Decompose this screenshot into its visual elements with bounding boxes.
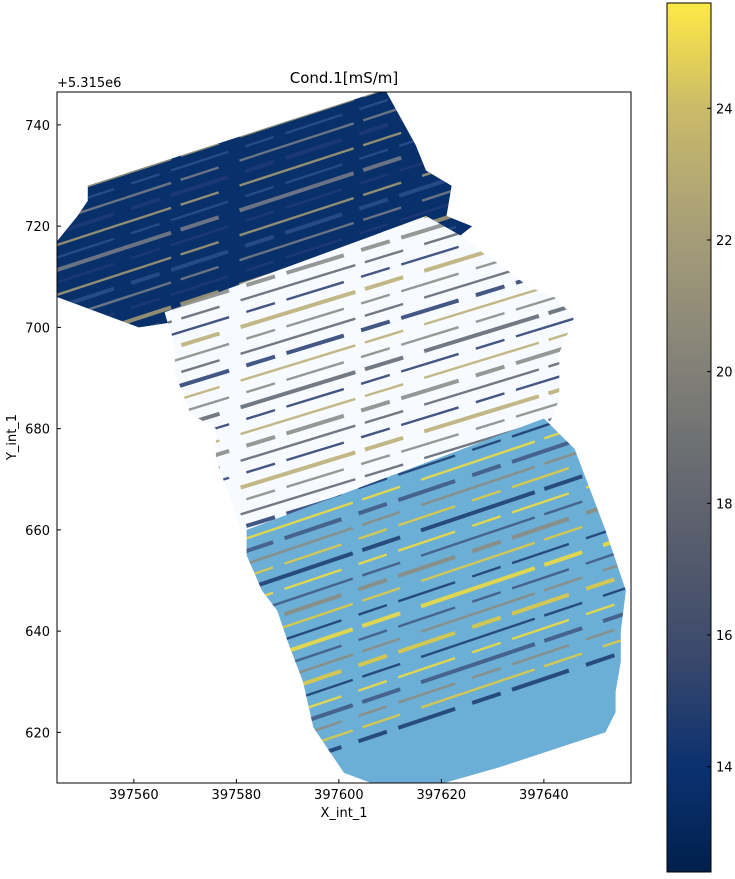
y-tick-label: 700 [25,321,50,336]
survey-track [246,509,626,705]
survey-track [246,559,626,756]
colorbar [666,2,712,873]
survey-track [246,533,626,731]
survey-track [164,380,575,530]
survey-track [246,547,626,743]
survey-track [57,92,473,272]
survey-track [246,418,626,591]
survey-track [57,92,473,209]
survey-track [164,325,575,506]
x-tick-label: 397600 [314,788,364,803]
x-axis-ticks: 397560 397580 397600 397620 397640 [109,779,569,803]
x-tick-label: 397640 [519,788,569,803]
survey-track [164,313,575,492]
data-bands [57,92,626,783]
survey-track [246,420,626,617]
y-offset-label: +5.315e6 [57,76,121,91]
survey-track [246,623,626,783]
survey-track [246,635,626,783]
survey-track [164,285,575,466]
survey-track [57,92,473,222]
survey-track [246,522,626,718]
survey-track [164,300,575,479]
y-tick-label: 720 [25,220,50,235]
x-axis-label: X_int_1 [320,806,367,821]
band-fill-middle [164,216,575,530]
colorbar-tick-label: 14 [716,761,733,776]
survey-track [164,353,575,530]
survey-track [57,143,473,328]
survey-track [246,433,626,629]
y-tick-label: 660 [25,524,50,539]
colorbar-tick-label: 18 [716,497,733,512]
survey-track [164,273,575,452]
plot-area-frame [56,91,632,784]
survey-track [57,118,473,310]
x-tick-label: 397620 [417,788,467,803]
survey-track [57,131,473,321]
survey-track [57,92,473,235]
survey-track [57,106,473,296]
x-tick-label: 397580 [212,788,262,803]
colorbar-tick-label: 22 [716,234,733,249]
survey-track [57,94,473,284]
survey-track [246,446,626,642]
colorbar-tick-label: 16 [716,629,733,644]
y-tick-label: 740 [25,119,50,134]
survey-track [246,457,626,655]
survey-track [57,92,473,247]
survey-track [164,259,575,438]
survey-track [246,471,626,667]
survey-track [246,609,626,783]
y-axis-label: Y_int_1 [5,414,20,461]
chart-title: Cond.1[mS/m] [290,69,399,87]
survey-track [164,216,575,358]
survey-track [246,585,626,781]
colorbar-tick-label: 24 [716,102,733,117]
survey-track [57,92,473,123]
survey-track [246,647,626,783]
survey-track [246,418,626,604]
y-axis-ticks: 620 640 660 680 700 720 740 [25,119,61,741]
colorbar-ticks: 14 16 18 20 22 24 [707,102,733,776]
y-tick-label: 640 [25,625,50,640]
y-tick-label: 680 [25,423,50,438]
survey-track [164,340,575,519]
y-tick-label: 620 [25,726,50,741]
survey-track [164,366,575,530]
survey-track [57,92,473,259]
survey-track [246,484,626,680]
survey-track [246,571,626,769]
colorbar-tick-label: 20 [716,366,733,381]
x-tick-label: 397560 [109,788,159,803]
survey-track [246,495,626,693]
survey-track [246,597,626,783]
